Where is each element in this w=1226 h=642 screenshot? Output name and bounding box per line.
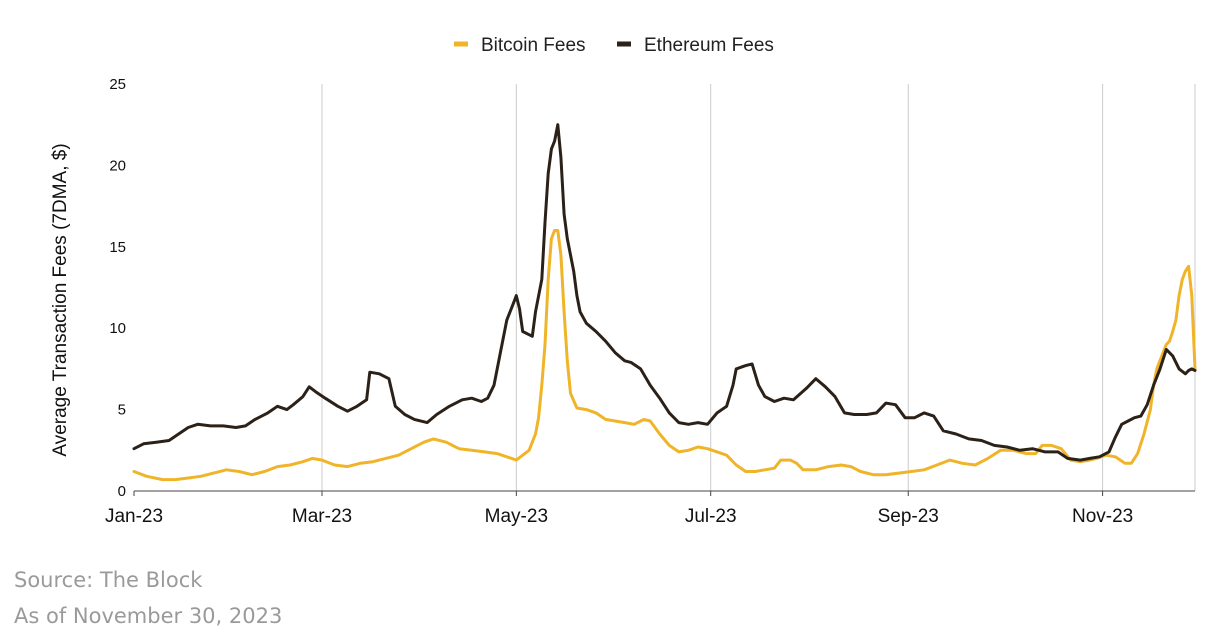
legend-label-bitcoin: Bitcoin Fees [481, 35, 586, 56]
source-note: Source: The Block [14, 568, 203, 592]
x-tick-label: Sep-23 [878, 506, 939, 527]
x-axis-ticks: Jan-23 Mar-23 May-23 Jul-23 Sep-23 Nov-23 [105, 491, 1133, 527]
y-axis-ticks: 0 5 10 15 20 25 [109, 76, 126, 500]
as-of-note: As of November 30, 2023 [14, 604, 283, 628]
series-line-ethereum-fees [132, 123, 1197, 462]
y-tick-label: 10 [109, 320, 126, 337]
chart-legend: Bitcoin Fees Ethereum Fees [454, 35, 774, 56]
legend-label-ethereum: Ethereum Fees [644, 35, 774, 56]
series-line-bitcoin-fees [132, 229, 1197, 482]
grid-lines [321, 84, 1196, 491]
y-tick-label: 5 [118, 402, 126, 419]
x-tick-label: Mar-23 [292, 506, 352, 527]
y-tick-label: 25 [109, 76, 126, 93]
x-tick-label: Jan-23 [105, 506, 163, 527]
x-tick-label: Nov-23 [1072, 506, 1133, 527]
y-tick-label: 20 [109, 157, 126, 174]
x-tick-label: May-23 [485, 506, 548, 527]
y-tick-label: 15 [109, 239, 126, 256]
series-lines [132, 123, 1197, 482]
y-tick-label: 0 [118, 483, 126, 500]
y-axis-title: Average Transaction Fees (7DMA, $) [50, 143, 71, 456]
x-tick-label: Jul-23 [685, 506, 737, 527]
